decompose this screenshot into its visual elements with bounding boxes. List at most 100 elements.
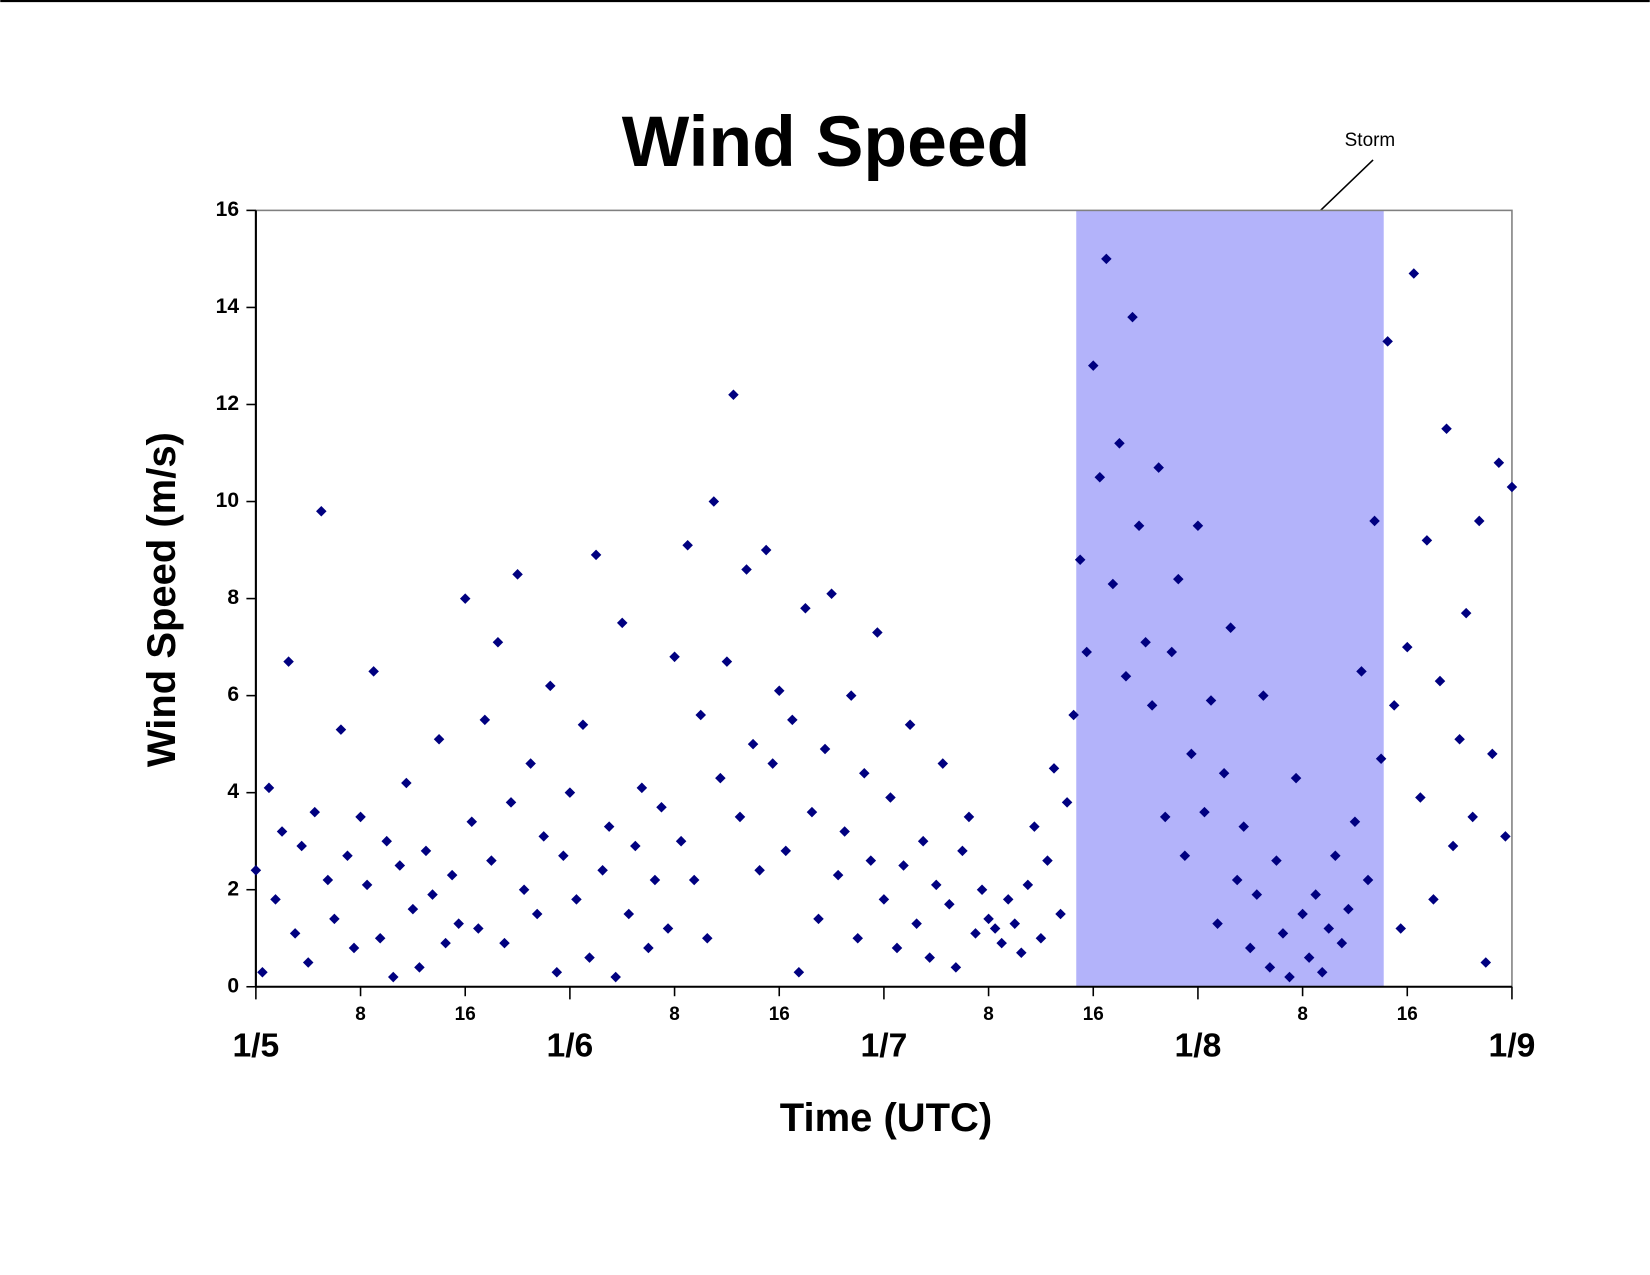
point [767,758,778,769]
point [1166,646,1178,658]
point [1061,797,1073,808]
point [289,928,301,939]
point [1120,670,1132,682]
point [1500,831,1511,842]
point [1460,607,1472,619]
point [1192,520,1204,532]
point [564,787,576,798]
point [865,855,877,866]
point [1473,515,1485,527]
point [970,928,981,939]
point [446,869,458,881]
point [276,826,288,837]
y-tick-label: 16 [216,198,239,221]
point [1336,937,1348,949]
point [335,724,347,735]
x-hour-label: 8 [1297,1004,1308,1025]
point [688,874,700,886]
point [787,714,798,726]
point [930,879,942,891]
point [1081,646,1092,658]
point [1042,855,1053,866]
point [1284,971,1295,983]
point [263,782,275,794]
point [459,593,471,604]
point [1245,942,1256,954]
point [872,627,883,638]
point [780,845,792,857]
point [1238,821,1249,832]
point [1002,894,1014,905]
point [492,636,504,648]
point [381,835,392,847]
point [1441,423,1452,435]
point [531,908,543,920]
point [813,913,824,925]
point [616,617,628,629]
point [394,860,406,871]
point [1029,821,1040,832]
point [590,549,602,561]
point [963,811,975,823]
point [571,894,582,905]
y-tick-label: 14 [216,295,240,318]
point [1035,932,1047,944]
point [715,772,726,784]
x-day-label: 1/5 [232,1028,279,1065]
point [348,942,360,954]
point [453,918,464,929]
point [845,690,857,701]
point [832,869,844,881]
storm-label: Storm [1345,130,1395,151]
point [989,923,1001,934]
x-hour-label: 8 [983,1004,994,1025]
point [558,850,569,862]
point [1454,734,1465,745]
point [1480,957,1492,968]
point [551,966,563,978]
point [702,932,713,944]
point [1362,874,1374,886]
x-hour-label: 16 [1083,1004,1104,1025]
y-tick-label: 12 [216,392,239,415]
point [466,816,478,828]
point [675,835,687,847]
point [1127,311,1138,323]
point [322,874,334,886]
point [976,884,988,895]
storm-shade [1076,210,1384,987]
y-tick-label: 10 [216,489,239,512]
point [1068,709,1079,721]
point [1375,753,1387,764]
x-hour-label: 8 [355,1004,366,1025]
point [826,588,837,599]
point [525,758,536,769]
point [1467,811,1478,823]
point [374,932,386,944]
point [1212,918,1223,929]
point [420,845,432,857]
y-tick-label: 2 [227,877,239,900]
point [433,734,445,745]
point [721,656,733,667]
x-day-label: 1/7 [861,1028,908,1065]
point [610,971,621,983]
point [1055,908,1066,920]
point [917,835,929,847]
point [682,539,693,551]
point [1330,850,1341,862]
point [1487,748,1498,760]
point [473,923,484,934]
point [793,966,805,978]
point [636,782,648,794]
point [270,894,281,905]
point [257,966,268,978]
point [996,937,1007,949]
point [1408,268,1420,279]
point [643,942,654,954]
point [1199,806,1210,818]
point [486,855,497,866]
point [316,505,327,517]
x-hour-label: 16 [1397,1004,1418,1025]
point [355,811,366,823]
